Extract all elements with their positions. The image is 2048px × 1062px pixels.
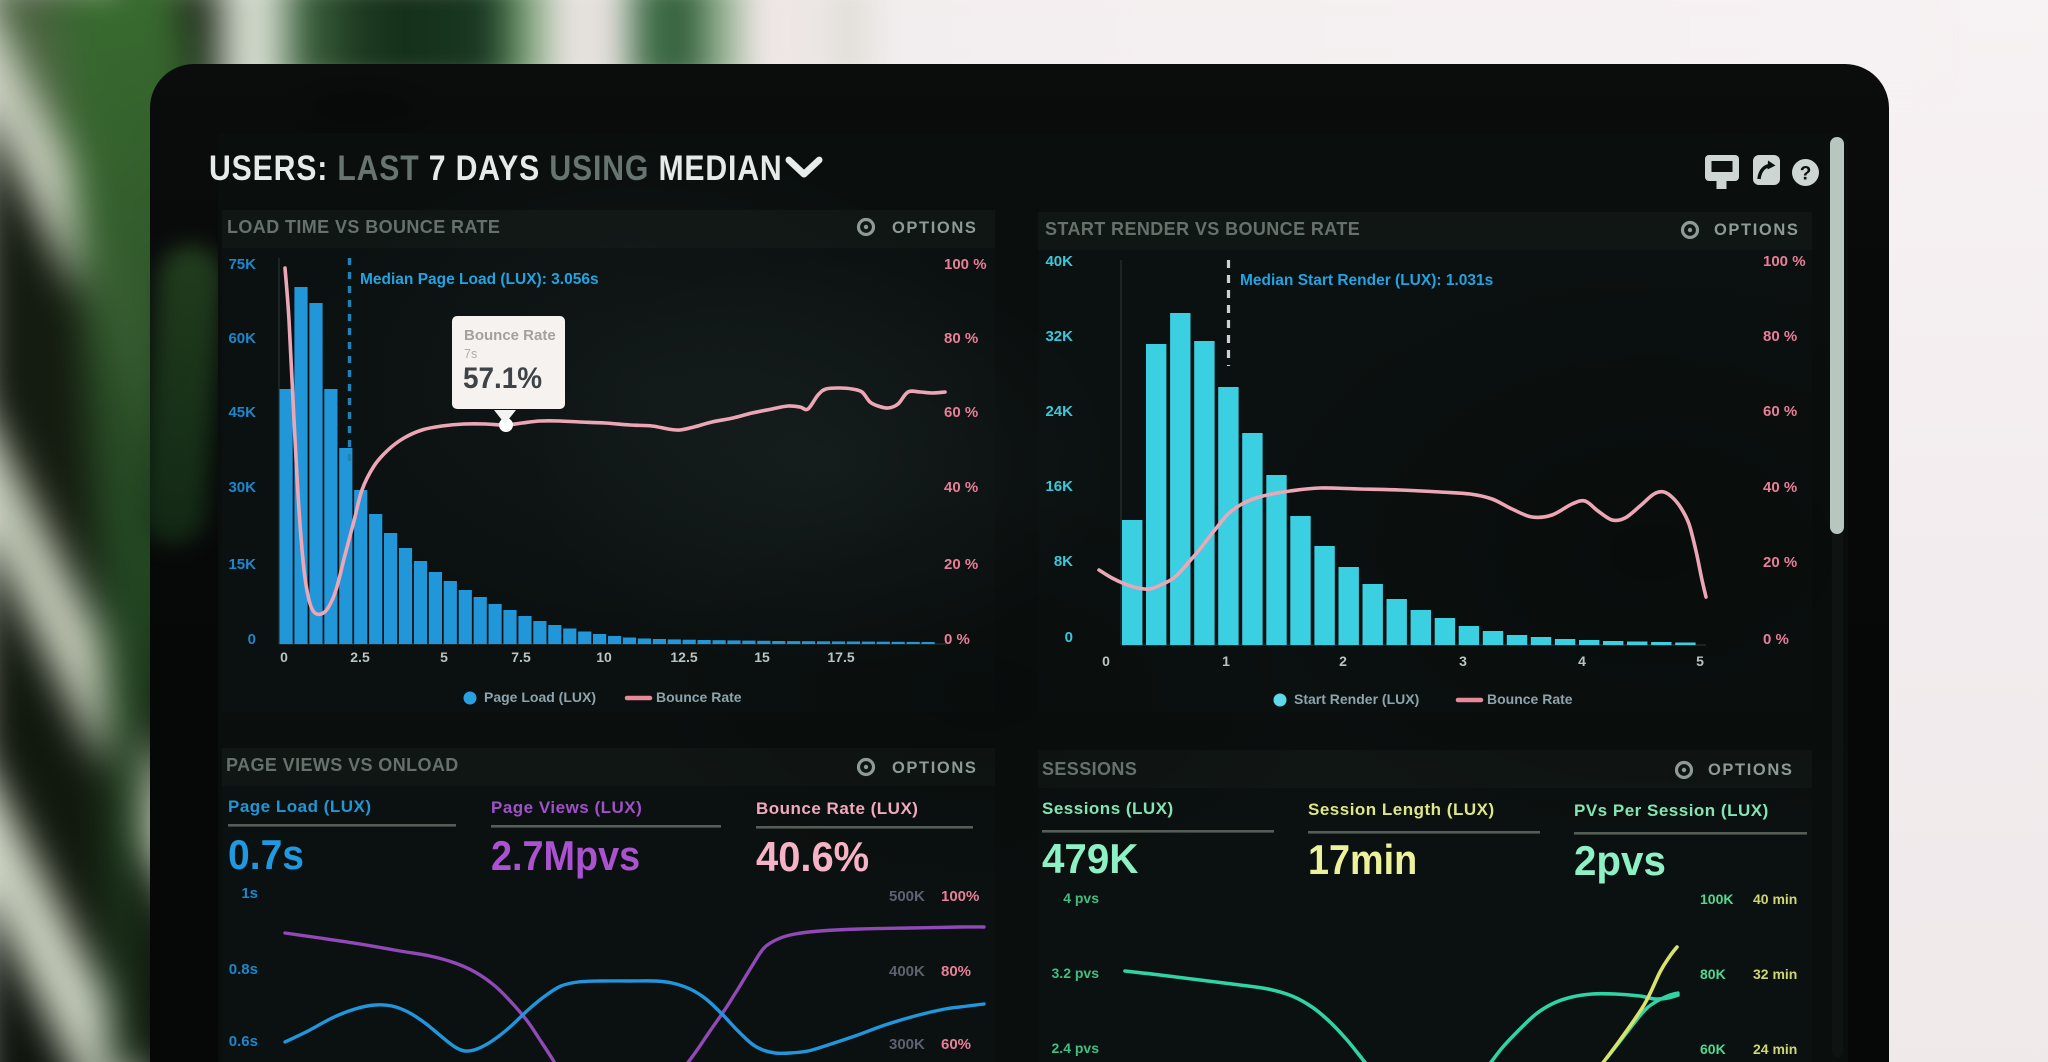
svg-text:?: ? (1800, 164, 1812, 185)
